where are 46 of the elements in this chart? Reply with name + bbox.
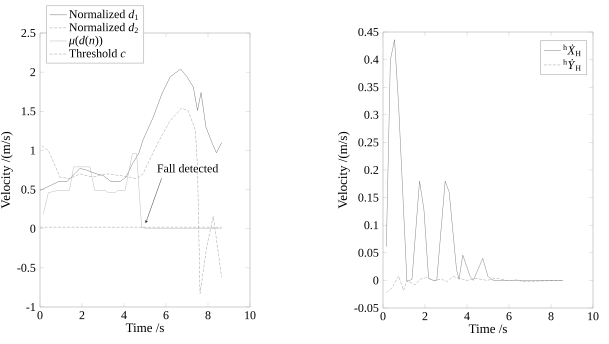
y-tick-label: 0.4 [364,56,379,64]
y-axis-title: Velocity /(m/s) [338,132,350,209]
y-tick-label: 1.5 [22,107,36,116]
x-tick-label: 10 [588,312,599,320]
y-tick-label: 0.1 [364,221,378,230]
x-axis-title: Time /s [126,323,164,332]
x-tick-label: 0 [37,311,43,320]
y-tick-label: -0.5 [17,264,36,272]
annotation: Fall detected [157,164,218,172]
y-tick-label: -1 [26,303,36,311]
y-tick-label: 0.5 [21,186,36,194]
legend-label: $^{h}$Ẋ$_{H}$ [563,44,581,56]
y-tick-label: 1 [30,146,36,154]
y-tick-label: 2.5 [21,28,36,38]
y-tick-label: 0 [373,276,378,284]
y-tick-label: 0.15 [358,194,378,202]
y-tick-label: 0.45 [358,28,378,36]
x-tick-label: 2 [80,311,84,320]
legend-label: Threshold c [69,49,126,58]
x-tick-label: 10 [245,311,256,320]
x-tick-label: 4 [464,312,470,320]
line-series [40,68,222,191]
y-tick-label: 0.25 [358,138,378,146]
x-tick-label: 6 [164,311,169,320]
y-axis-title: Velocity /(m/s) [0,132,13,209]
x-tick-label: 8 [548,312,554,320]
legend-label: Normalized d$_{2}$ [69,22,138,33]
y-tick-label: 0.3 [364,110,378,119]
x-tick-label: 4 [121,311,127,320]
line-series [43,153,222,229]
line-series [386,40,564,282]
legend-label: μ(d(n)) [68,36,102,47]
y-tick-label: 2 [30,68,36,76]
line-series [386,276,564,293]
legend-label: $^{h}$Ẏ$_{H}$ [563,59,581,71]
x-tick-label: 2 [422,312,428,320]
y-tick-label: 0.05 [358,248,378,257]
y-tick-label: 0.35 [358,83,378,92]
x-tick-label: 0 [380,312,386,320]
y-tick-label: -0.05 [354,304,378,312]
x-tick-label: 6 [506,312,512,320]
x-axis-title: Time /s [468,324,507,334]
y-tick-label: 0.2 [364,166,378,174]
x-tick-label: 8 [205,311,211,320]
legend-label: Normalized d$_{1}$ [69,10,138,20]
y-tick-label: 0 [30,224,36,233]
